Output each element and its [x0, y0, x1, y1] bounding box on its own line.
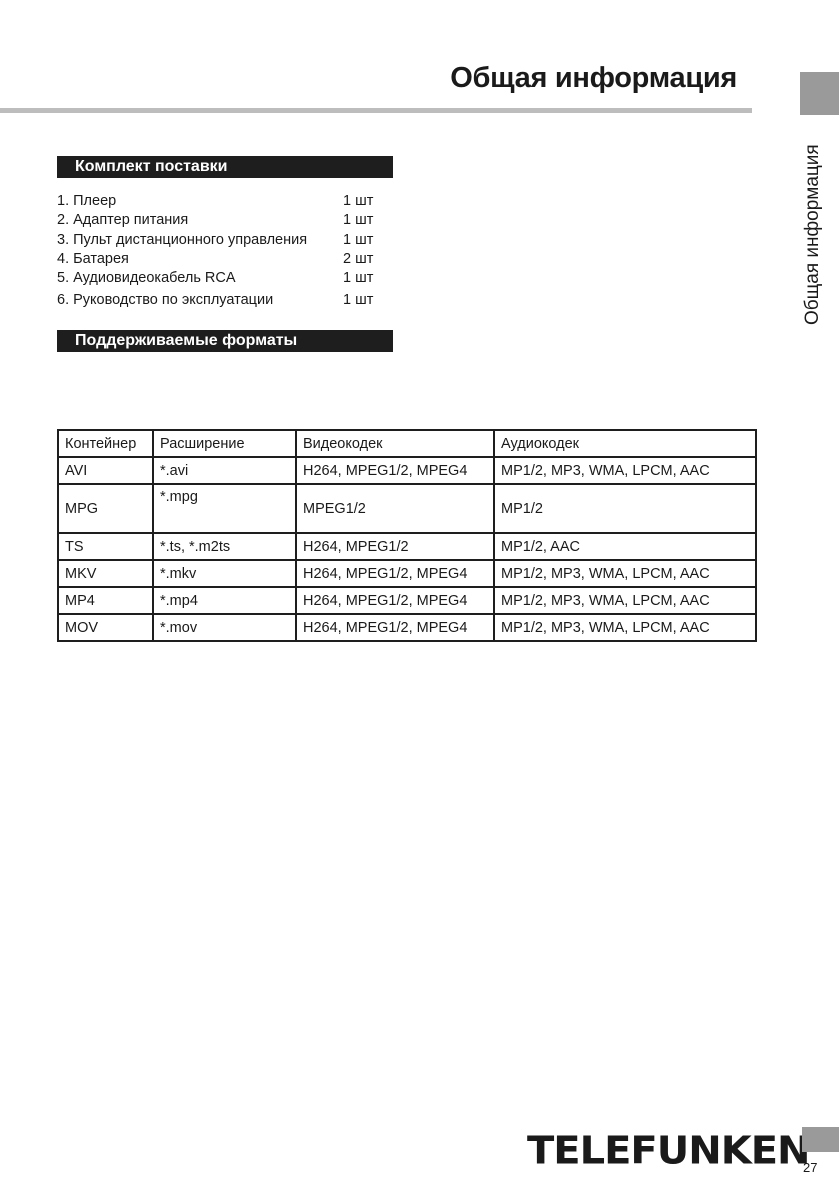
- table-cell: MP1/2, MP3, WMA, LPCM, AAC: [493, 456, 757, 485]
- page-number: 27: [803, 1160, 818, 1175]
- table-cell: MP1/2, MP3, WMA, LPCM, AAC: [493, 559, 757, 588]
- table-cell: *.avi: [152, 456, 297, 485]
- table-row: MP4 *.mp4 H264, MPEG1/2, MPEG4 MP1/2, MP3, …: [57, 586, 757, 615]
- table-cell: H264, MPEG1/2: [295, 532, 495, 561]
- column-header: Аудиокодек: [493, 429, 757, 458]
- table-cell: *.mkv: [152, 559, 297, 588]
- table-cell: MOV: [57, 613, 154, 642]
- table-cell: TS: [57, 532, 154, 561]
- package-item: 6. Руководство по эксплуатации: [57, 292, 274, 308]
- package-item-qty: 1 шт: [343, 193, 374, 209]
- table-cell: H264, MPEG1/2, MPEG4: [295, 586, 495, 615]
- table-cell: *.mp4: [152, 586, 297, 615]
- table-cell: MP1/2, MP3, WMA, LPCM, AAC: [493, 586, 757, 615]
- package-item: 3. Пульт дистанционного управления: [57, 232, 308, 248]
- table-row: TS *.ts, *.m2ts H264, MPEG1/2 MP1/2, AAC: [57, 532, 757, 561]
- table-cell: H264, MPEG1/2, MPEG4: [295, 456, 495, 485]
- table-row: MOV *.mov H264, MPEG1/2, MPEG4 MP1/2, MP3, …: [57, 613, 757, 642]
- side-tab-marker: [800, 72, 839, 115]
- table-cell: *.mov: [152, 613, 297, 642]
- package-item-qty: 1 шт: [343, 212, 374, 228]
- table-cell: MP1/2, AAC: [493, 532, 757, 561]
- package-item-qty: 1 шт: [343, 292, 374, 308]
- package-item-qty: 1 шт: [343, 270, 374, 286]
- package-item: 5. Аудиовидеокабель RCA: [57, 270, 236, 286]
- page-title: Общая информация: [450, 62, 737, 94]
- section-heading-formats: Поддерживаемые форматы: [57, 330, 393, 352]
- table-row: MKV *.mkv H264, MPEG1/2, MPEG4 MP1/2, MP3, …: [57, 559, 757, 588]
- column-header: Видеокодек: [295, 429, 495, 458]
- package-item: 4. Батарея: [57, 251, 129, 267]
- table-cell: MPEG1/2: [295, 483, 495, 534]
- column-header: Контейнер: [57, 429, 154, 458]
- table-cell: MP4: [57, 586, 154, 615]
- table-cell: MP1/2: [493, 483, 757, 534]
- table-cell: H264, MPEG1/2, MPEG4: [295, 559, 495, 588]
- table-cell: AVI: [57, 456, 154, 485]
- table-row: MPG *.mpg MPEG1/2 MP1/2: [57, 483, 757, 534]
- table-cell: H264, MPEG1/2, MPEG4: [295, 613, 495, 642]
- package-item-qty: 2 шт: [343, 251, 374, 267]
- page-number-marker: [802, 1127, 839, 1152]
- table-row: AVI *.avi H264, MPEG1/2, MPEG4 MP1/2, MP3, …: [57, 456, 757, 485]
- telefunken-logo: TELEFUNKEN: [527, 1129, 810, 1173]
- package-item: 2. Адаптер питания: [57, 212, 189, 228]
- table-cell: MPG: [57, 483, 154, 534]
- side-tab-label: Общая информация: [802, 144, 823, 325]
- package-item: 1. Плеер: [57, 193, 117, 209]
- header-rule: [0, 108, 752, 113]
- table-cell: *.mpg: [152, 483, 297, 534]
- section-heading-package: Комплект поставки: [57, 156, 393, 178]
- column-header: Расширение: [152, 429, 297, 458]
- formats-table: Контейнер Расширение Видеокодек Аудиокод…: [57, 429, 757, 642]
- table-cell: *.ts, *.m2ts: [152, 532, 297, 561]
- table-cell: MP1/2, MP3, WMA, LPCM, AAC: [493, 613, 757, 642]
- table-header-row: Контейнер Расширение Видеокодек Аудиокод…: [57, 429, 757, 458]
- table-cell: MKV: [57, 559, 154, 588]
- package-item-qty: 1 шт: [343, 232, 374, 248]
